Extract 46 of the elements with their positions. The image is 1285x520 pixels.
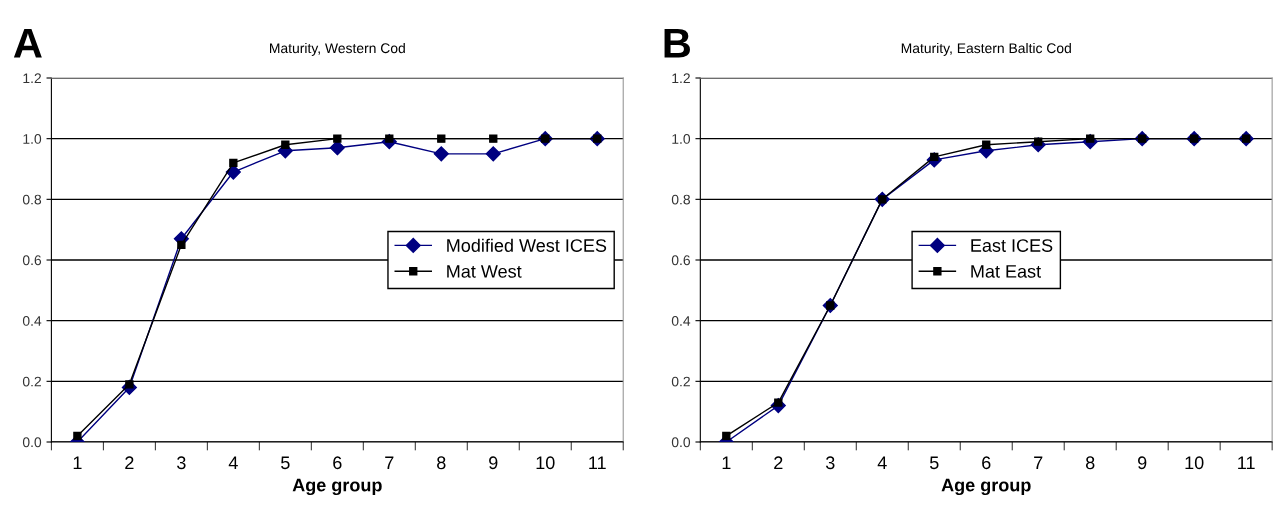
x-axis-title: Age group bbox=[941, 478, 1031, 496]
legend-label: Mat East bbox=[971, 265, 1041, 278]
y-tick-label: 1.0 bbox=[23, 134, 42, 144]
x-tick-label: 9 bbox=[1138, 456, 1147, 470]
x-tick-label: 1 bbox=[722, 456, 731, 469]
x-tick-label: 9 bbox=[489, 456, 498, 470]
x-tick-label: 5 bbox=[281, 456, 290, 470]
legend-label: Mat West bbox=[447, 265, 522, 278]
y-tick-label: 1.0 bbox=[672, 134, 691, 144]
text: A bbox=[13, 28, 42, 58]
y-tick-label: 0.0 bbox=[22, 437, 42, 448]
y-tick-label: 1.2 bbox=[672, 73, 690, 84]
x-tick-label: 4 bbox=[228, 456, 238, 469]
chart-title: Maturity, Western Cod bbox=[270, 42, 405, 56]
x-tick-label: 8 bbox=[437, 456, 446, 470]
y-tick-label: 0.4 bbox=[22, 316, 42, 326]
y-tick-label: 0.2 bbox=[671, 376, 690, 387]
chart-title: Maturity, Eastern Baltic Cod bbox=[901, 42, 1071, 56]
x-tick-label: 8 bbox=[1085, 456, 1095, 470]
x-tick-label: 3 bbox=[177, 456, 186, 470]
legend-label: Modified West ICES bbox=[447, 238, 607, 252]
x-tick-label: 2 bbox=[774, 456, 783, 469]
x-tick-label: 3 bbox=[825, 456, 835, 470]
y-tick-label: 0.4 bbox=[671, 316, 691, 326]
legend-label: East ICES bbox=[971, 239, 1053, 252]
y-tick-label: 0.6 bbox=[22, 255, 42, 266]
x-tick-label: 4 bbox=[877, 456, 887, 469]
x-tick-label: 5 bbox=[929, 456, 939, 470]
y-tick-label: 0.8 bbox=[671, 194, 690, 205]
y-tick-label: 0.6 bbox=[671, 255, 690, 266]
y-tick-label: 0.8 bbox=[22, 194, 42, 205]
x-axis-title: Age group bbox=[292, 478, 382, 496]
x-tick-label: 7 bbox=[385, 456, 394, 469]
x-tick-label: 2 bbox=[125, 456, 134, 469]
y-tick-label: 0.0 bbox=[671, 437, 691, 448]
x-tick-label: 6 bbox=[333, 456, 342, 470]
y-tick-label: 0.2 bbox=[22, 376, 41, 387]
x-tick-label: 6 bbox=[982, 456, 991, 470]
x-tick-label: 11 bbox=[1238, 456, 1255, 469]
x-tick-label: 11 bbox=[589, 456, 606, 469]
x-tick-label: 10 bbox=[1185, 456, 1204, 470]
text: B bbox=[664, 28, 690, 58]
x-tick-label: 10 bbox=[536, 456, 555, 470]
x-tick-label: 7 bbox=[1034, 456, 1043, 469]
y-tick-label: 1.2 bbox=[23, 73, 41, 84]
x-tick-label: 1 bbox=[73, 456, 82, 469]
